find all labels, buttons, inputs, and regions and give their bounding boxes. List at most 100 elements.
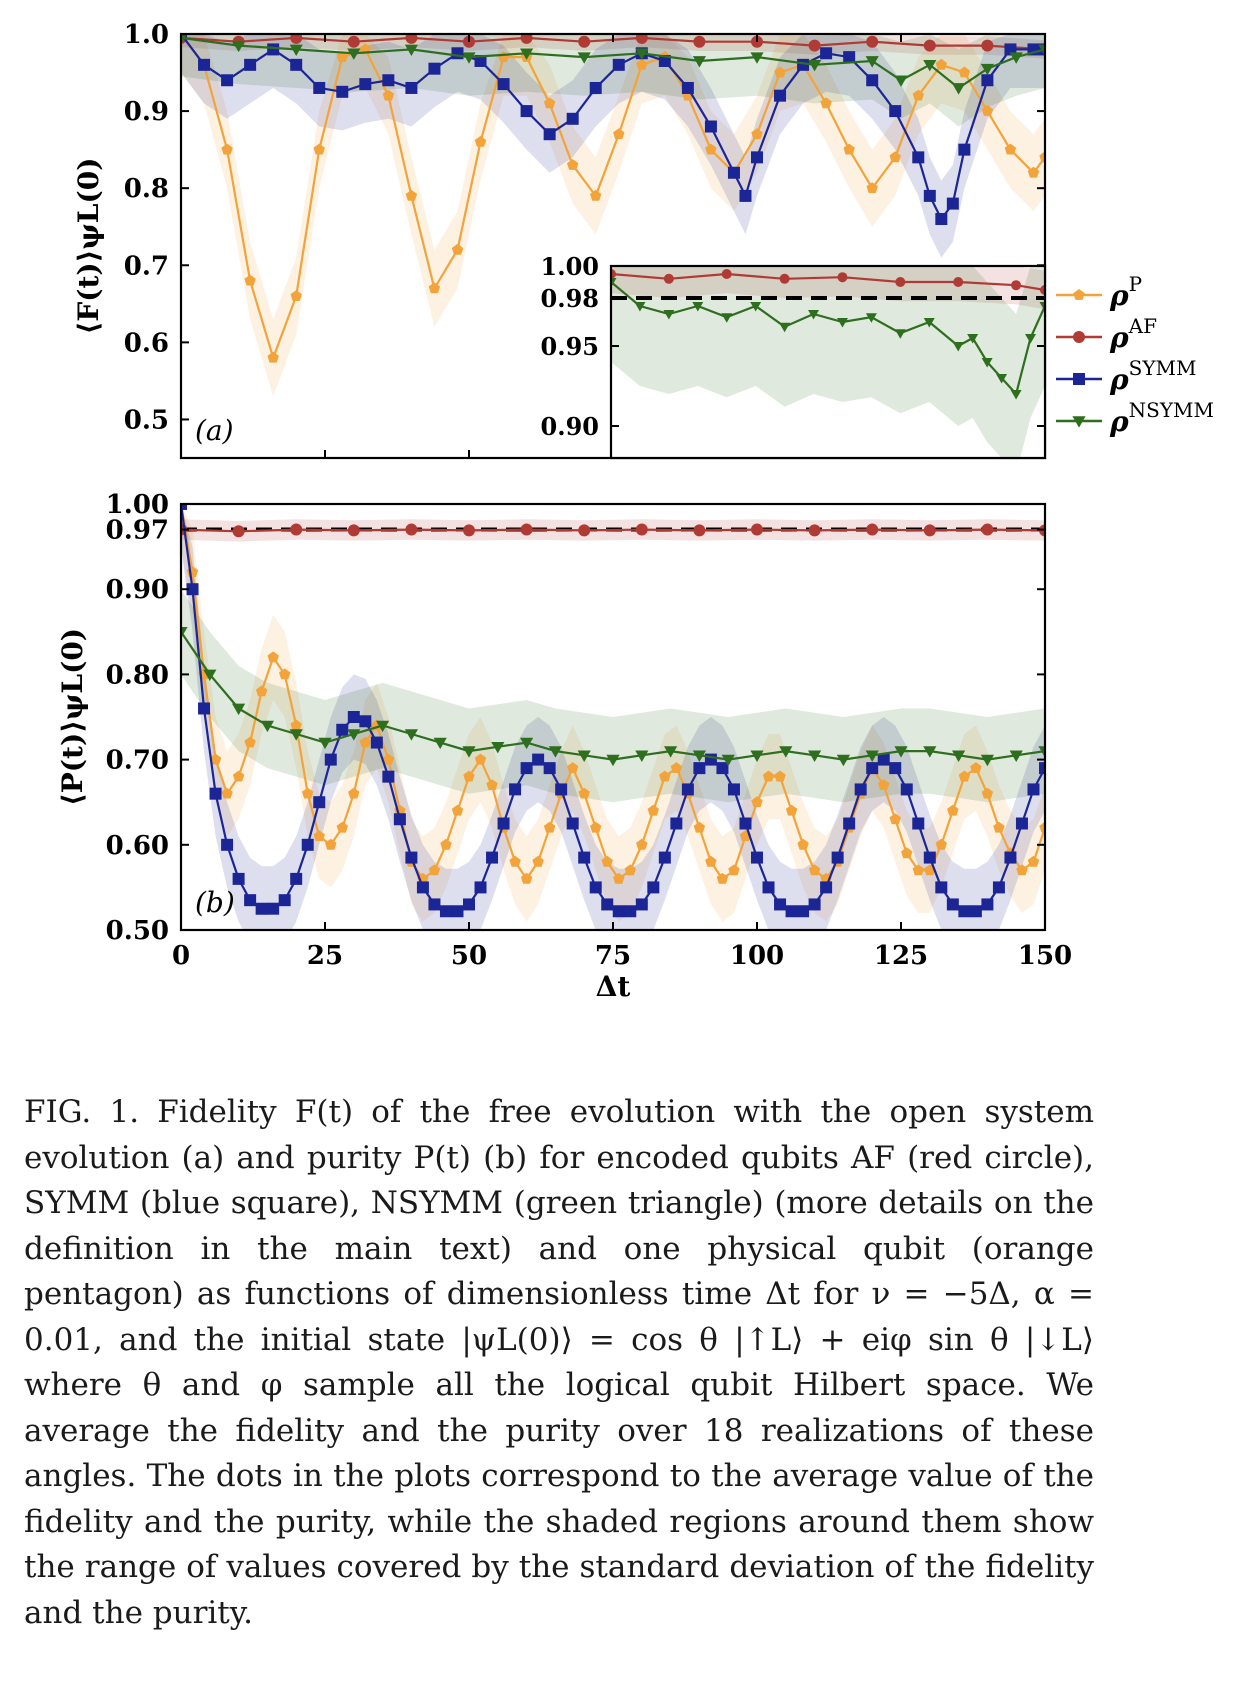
y-axis-label: ⟨P(t)⟩ψL(0) [56,628,89,806]
y-tick-label: 0.80 [106,660,169,690]
legend-superscript: SYMM [1129,356,1197,380]
data-point [393,813,406,826]
data-point [1039,151,1045,163]
data-point [255,902,268,915]
legend-marker [1073,331,1085,343]
data-point [347,35,360,48]
data-point [992,881,1005,894]
data-point [463,770,475,782]
data-point [705,143,717,155]
data-point [837,272,848,283]
plot-area [181,504,1045,930]
x-tick-label: 25 [307,941,343,971]
data-point [693,762,706,775]
data-point [797,905,810,918]
data-point [325,838,337,850]
legend-label: ρAF [1109,314,1157,354]
figure: 0.5 0.6 0.7 0.8 0.9 1.0 ⟨F(t)⟩ψL(0) (a) 0.50 0.6… [56,20,1214,1003]
legend-superscript: NSYMM [1129,398,1214,422]
data-point [428,864,441,876]
data-point [474,135,487,147]
data-point [739,189,752,202]
y-axis-label: ⟨F(t)⟩ψL(0) [72,158,105,335]
data-point [635,750,649,762]
data-point [865,56,879,68]
data-point [347,711,360,723]
data-point [659,770,671,782]
legend-label: ρNSYMM [1109,398,1214,438]
data-point [721,269,732,279]
data-point [889,105,902,118]
data-point [946,197,959,210]
data-point [1004,143,1017,155]
data-point [347,48,361,60]
data-point [474,881,487,894]
data-point [451,804,464,816]
data-point [348,787,360,799]
data-point [221,74,234,87]
data-point [232,525,245,538]
data-point [198,702,211,715]
data-point [820,47,833,60]
data-point [279,668,291,680]
data-point [958,143,971,156]
data-point [209,787,222,800]
data-point [336,85,349,98]
panel-label: (b) [195,886,235,919]
data-point [336,821,348,833]
data-point [808,39,821,52]
y-tick-label: 0.9 [124,97,169,127]
data-point [779,746,793,758]
series-square [181,504,1045,918]
data-point [416,881,429,894]
data-point [808,60,822,72]
data-point [590,821,602,833]
data-point [912,89,924,101]
data-point [663,273,674,284]
data-point [843,143,855,155]
data-point [820,97,832,109]
data-point [693,524,706,537]
data-point [980,63,994,76]
data-point [567,159,579,170]
data-point [428,282,441,294]
data-point [750,302,762,312]
data-point [878,779,890,790]
data-point [980,754,994,767]
legend-marker [1072,416,1086,428]
data-point [636,838,648,850]
y-tick-label: 0.7 [124,251,169,281]
data-point [313,143,325,155]
data-point [278,894,291,907]
data-point [474,54,487,67]
data-point [318,737,332,750]
data-point [578,524,591,537]
data-point [577,52,591,64]
data-point [808,864,821,876]
figure-caption: FIG. 1. Fidelity F(t) of the free evolut… [24,1094,1094,1631]
data-point [543,821,556,833]
data-point [692,302,704,312]
data-point [451,243,464,255]
data-point [996,374,1008,384]
data-point [313,796,326,809]
data-point [1040,285,1045,295]
data-point [290,290,302,301]
y-tick-label: 0.97 [106,516,169,546]
series-pentagon [181,34,1045,363]
plot-area [611,266,1045,458]
data-point [866,762,879,775]
data-point [1038,746,1045,758]
data-point [681,81,694,94]
data-point [854,783,867,796]
data-point [601,855,613,867]
series-line [181,528,1045,533]
data-point [289,729,303,741]
legend-label: ρP [1109,272,1142,312]
data-point [301,838,314,851]
data-point [382,74,395,87]
data-point [520,34,533,44]
x-tick-label: 75 [595,941,631,971]
data-point [289,44,303,57]
